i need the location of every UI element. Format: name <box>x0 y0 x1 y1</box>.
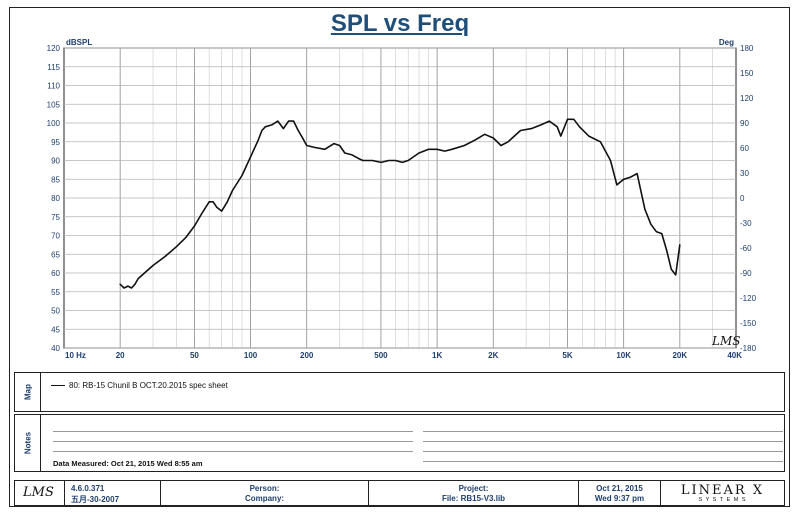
x-tick-label: 2K <box>488 351 498 360</box>
notes-panel: Notes Data Measured: Oct 21, 2015 Wed 8:… <box>14 414 785 472</box>
x-tick-label: 10 Hz <box>65 351 86 360</box>
y-tick-label: 55 <box>51 288 60 297</box>
y2-tick-label: 180 <box>740 44 754 53</box>
legend-swatch <box>51 385 65 386</box>
chart-ticks: 40 45 50 55 60 65 70 75 80 85 90 95 100 105 110 115 120 -… <box>47 38 757 360</box>
file-label: File: RB15-V3.lib <box>441 494 506 503</box>
company-label: Company: <box>244 494 285 503</box>
project-label: Project: <box>458 484 489 493</box>
y-tick-label: 50 <box>51 307 60 316</box>
legend-entry: 80: RB-15 Chunil B OCT.20.2015 spec shee… <box>51 381 228 390</box>
y-tick-label: 90 <box>51 157 60 166</box>
y-tick-label: 75 <box>51 213 60 222</box>
x-tick-label: 200 <box>300 351 314 360</box>
map-panel: Map 80: RB-15 Chunil B OCT.20.2015 spec … <box>14 372 785 412</box>
x-tick-label: 1K <box>432 351 442 360</box>
footer-date-cell: Oct 21, 2015 Wed 9:37 pm <box>579 481 661 505</box>
y2-tick-label: -180 <box>740 344 757 353</box>
x-tick-label: 100 <box>244 351 258 360</box>
y-tick-label: 120 <box>47 44 61 53</box>
map-side-label: Map <box>15 373 41 411</box>
x-tick-label: 5K <box>562 351 572 360</box>
footer-person-cell: Person: Company: <box>161 481 369 505</box>
notes-lines <box>53 415 783 471</box>
brand-subtitle: S Y S T E M S <box>698 497 747 503</box>
chart-series <box>119 118 681 289</box>
footer-version-cell: 4.6.0.371 五月-30-2007 <box>65 481 161 505</box>
y-tick-label: 85 <box>51 175 60 184</box>
x-tick-label: 20 <box>116 351 125 360</box>
x-tick-label: 10K <box>616 351 631 360</box>
footer-project-cell: Project: File: RB15-V3.lib <box>369 481 579 505</box>
y2-tick-label: -30 <box>740 219 752 228</box>
spl-chart: 40 45 50 55 60 65 70 75 80 85 90 95 100 105 110 115 120 -… <box>47 38 757 360</box>
x-tick-label: 500 <box>374 351 388 360</box>
notes-side-label: Notes <box>15 415 41 471</box>
y-axis-label: dBSPL <box>66 38 92 47</box>
y2-tick-label: 0 <box>740 194 745 203</box>
legend-label: 80: RB-15 Chunil B OCT.20.2015 spec shee… <box>69 381 228 390</box>
y-tick-label: 95 <box>51 138 60 147</box>
y2-tick-label: -150 <box>740 319 757 328</box>
lms-logo: LMS <box>23 485 54 500</box>
y2-tick-label: 30 <box>740 169 749 178</box>
y-tick-label: 100 <box>47 119 61 128</box>
y-tick-label: 60 <box>51 269 60 278</box>
series-line <box>119 118 681 289</box>
y2-tick-label: -90 <box>740 269 752 278</box>
footer-logo-cell: LMS <box>15 481 65 505</box>
y2-axis-label: Deg <box>719 38 734 47</box>
y-tick-label: 115 <box>47 63 60 72</box>
y2-tick-label: 120 <box>740 94 754 103</box>
x-tick-label: 40K <box>727 351 742 360</box>
footer-time: Wed 9:37 pm <box>594 494 645 503</box>
version: 4.6.0.371 <box>71 484 105 493</box>
y2-tick-label: -60 <box>740 244 752 253</box>
y2-tick-label: -120 <box>740 294 757 303</box>
y2-tick-label: 150 <box>740 69 754 78</box>
footer-panel: LMS 4.6.0.371 五月-30-2007 Person: Company… <box>14 480 785 506</box>
linearx-logo: LINEAR X S Y S T E M S <box>661 481 784 505</box>
x-tick-label: 20K <box>672 351 687 360</box>
brand-name: LINEAR X <box>680 483 765 498</box>
y-tick-label: 65 <box>51 250 60 259</box>
person-label: Person: <box>249 484 280 493</box>
y-tick-label: 45 <box>51 325 60 334</box>
chart-annotation: LMS <box>711 334 740 348</box>
version-date: 五月-30-2007 <box>71 495 120 504</box>
y-tick-label: 40 <box>51 344 60 353</box>
y-tick-label: 70 <box>51 232 60 241</box>
chart-grid <box>63 47 737 349</box>
data-measured: Data Measured: Oct 21, 2015 Wed 8:55 am <box>53 459 203 468</box>
y-tick-label: 80 <box>51 194 60 203</box>
y-tick-label: 105 <box>47 100 61 109</box>
x-tick-label: 50 <box>190 351 199 360</box>
chart-title: SPL vs Freq <box>330 10 470 37</box>
y2-tick-label: 90 <box>740 119 749 128</box>
y2-tick-label: 60 <box>740 144 749 153</box>
y-tick-label: 110 <box>47 82 60 91</box>
footer-date: Oct 21, 2015 <box>596 484 643 493</box>
